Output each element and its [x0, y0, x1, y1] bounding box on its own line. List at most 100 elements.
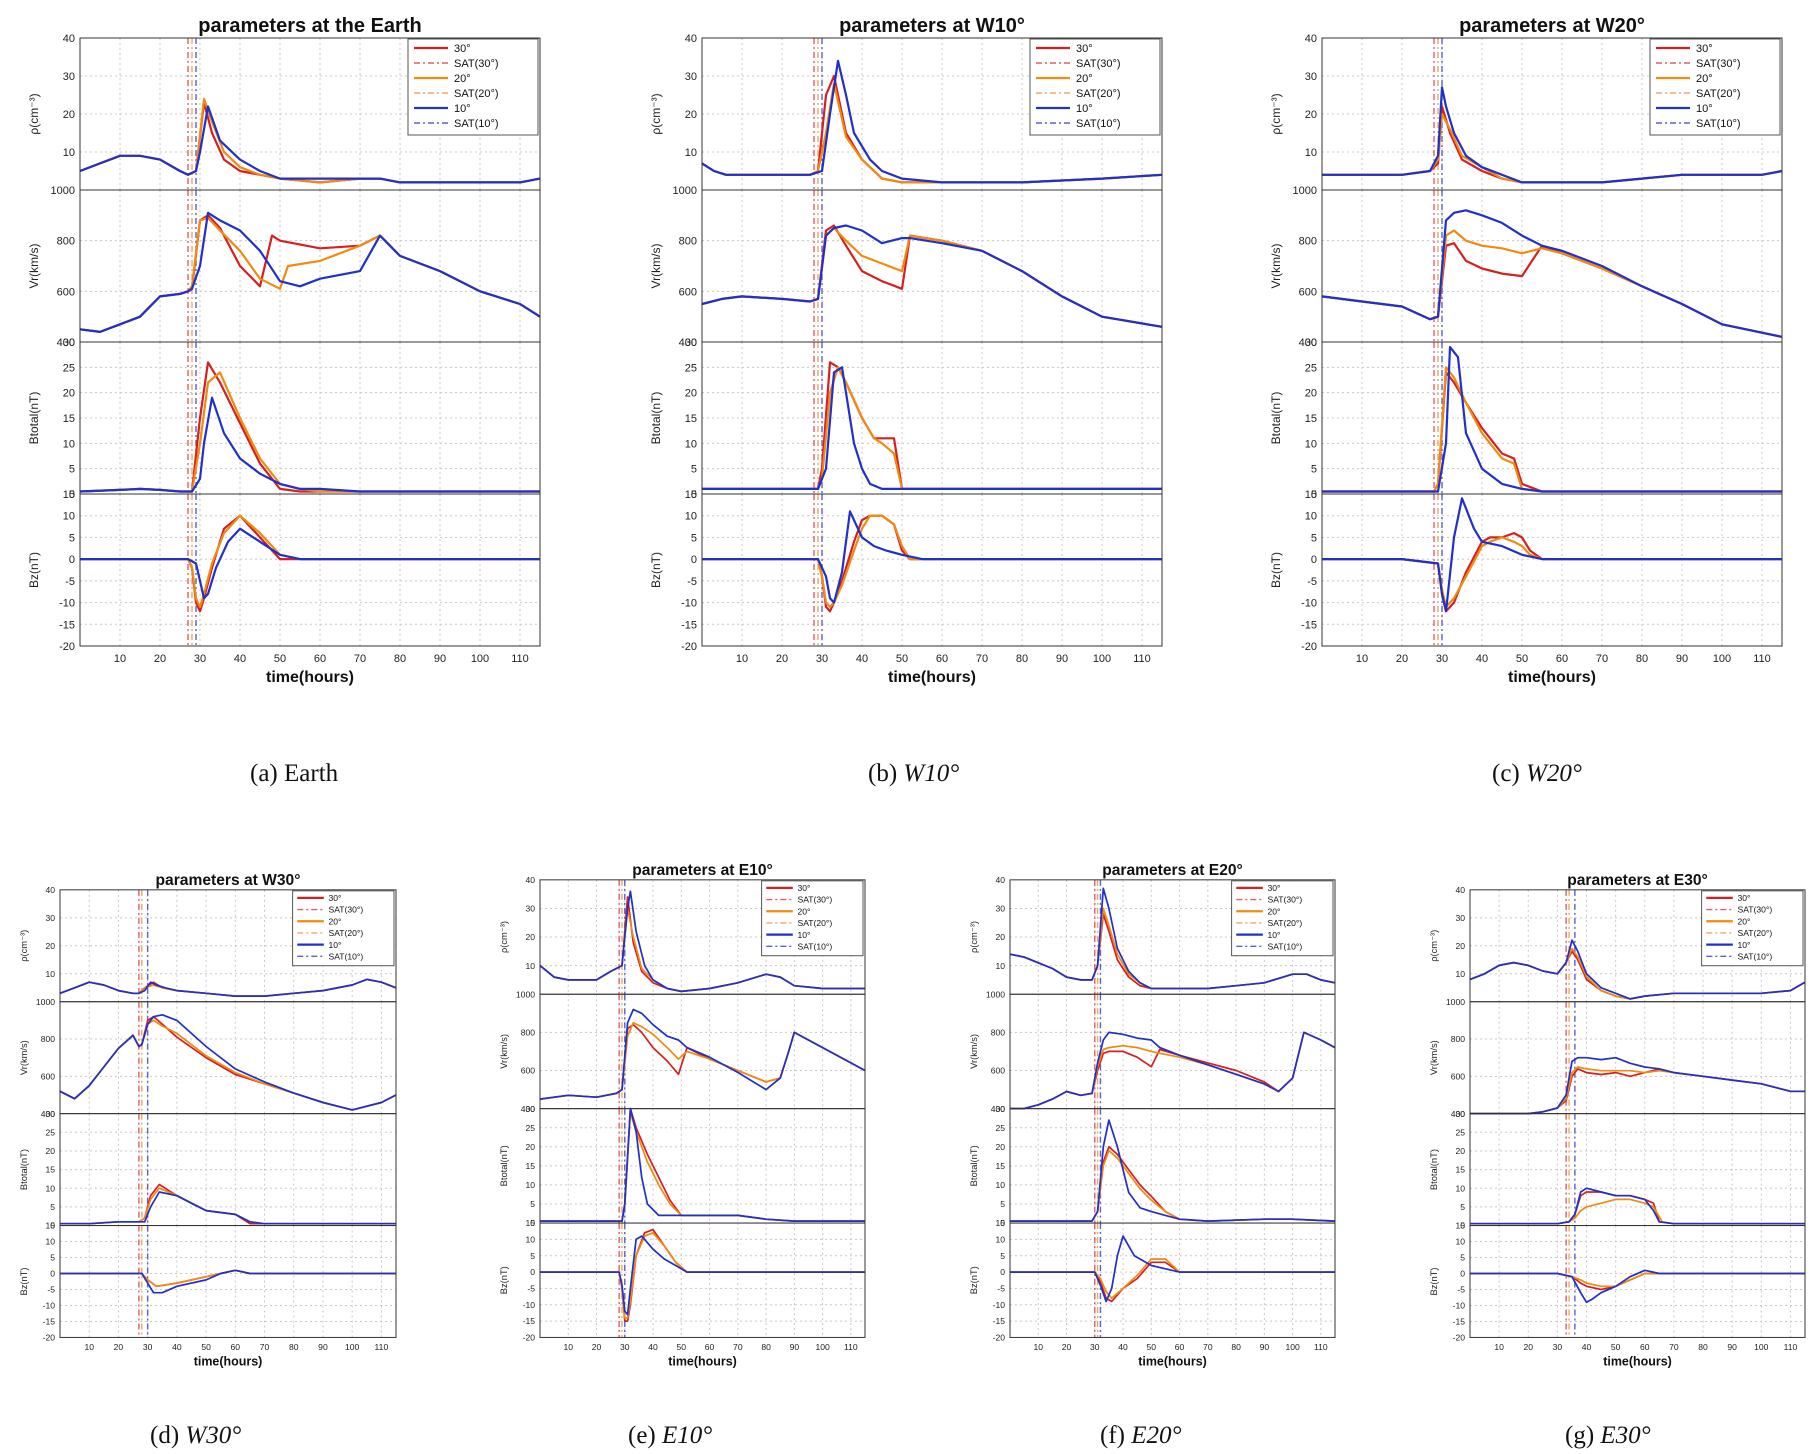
series-line-vr-30: [539, 1023, 866, 1100]
y-tick-label: 5: [1000, 1199, 1005, 1209]
subplot-btotal: 30 25 20 15 10 5 0 Btotal(nT): [499, 1104, 866, 1228]
subplot-rho: 40302010ρ(cm⁻³)30°SAT(30°)20°SAT(20°)10°…: [19, 885, 397, 1003]
y-tick-label: 5: [69, 532, 75, 544]
y-tick-label: 5: [1311, 464, 1317, 476]
x-tick-label: 60: [1640, 1342, 1650, 1352]
legend-label: SAT(20°): [1737, 928, 1772, 938]
x-tick-label: 20: [592, 1342, 602, 1352]
subplot-frame: [701, 493, 1163, 647]
x-axis-label: time(hours): [1138, 1355, 1207, 1369]
y-axis-label: Btotal(nT): [1429, 1149, 1439, 1190]
y-tick-label: -15: [1301, 619, 1317, 631]
x-axis-label: time(hours): [266, 669, 354, 686]
subfigure-caption: (e) E10°: [628, 1422, 712, 1450]
y-tick-label: -15: [1453, 1317, 1466, 1327]
y-axis-label: Bz(nT): [19, 1267, 29, 1295]
chart-title: parameters at the Earth: [198, 15, 421, 37]
y-tick-label: -20: [59, 641, 75, 653]
x-tick-label: 80: [1016, 653, 1028, 665]
x-tick-label: 20: [1062, 1342, 1072, 1352]
y-tick-label: 1000: [516, 989, 535, 999]
subplot-rho: 40302010ρ(cm⁻³)30°SAT(30°)20°SAT(20°)10°…: [649, 33, 1163, 191]
x-tick-label: 90: [318, 1342, 328, 1352]
y-tick-label: 30: [1305, 337, 1317, 349]
y-axis-label: Vr(km/s): [969, 1034, 979, 1069]
y-tick-label: 800: [679, 236, 697, 248]
x-tick-label: 110: [1753, 653, 1771, 665]
x-axis-label: time(hours): [888, 669, 976, 686]
x-tick-label: 60: [936, 653, 948, 665]
subplot-rho: 40302010ρ(cm⁻³)30°SAT(30°)20°SAT(20°)10°…: [969, 875, 1336, 995]
y-tick-label: 5: [1000, 1251, 1005, 1261]
subplot-vr: 1000 800 600 400 Vr(km/s): [499, 989, 866, 1114]
y-axis-label: Bz(nT): [969, 1266, 979, 1294]
x-tick-label: 110: [1784, 1342, 1798, 1352]
y-tick-label: 20: [1305, 388, 1317, 400]
y-axis-label: Btotal(nT): [19, 1149, 29, 1190]
y-tick-label: 0: [1460, 1269, 1465, 1279]
y-tick-label: 600: [1451, 1071, 1466, 1081]
x-tick-label: 70: [1203, 1342, 1213, 1352]
subfigure-caption: (f) E20°: [1100, 1422, 1182, 1450]
y-tick-label: 10: [1455, 969, 1465, 979]
y-tick-label: 5: [50, 1202, 55, 1212]
series-line-btotal-10: [702, 366, 1162, 490]
y-tick-label: 40: [45, 885, 55, 895]
series-line-btotal-20: [540, 1111, 865, 1222]
x-tick-label: 90: [790, 1342, 800, 1352]
series-line-vr-10: [79, 211, 541, 333]
legend-label: 20°: [1267, 906, 1280, 916]
x-axis-label: time(hours): [1508, 669, 1596, 686]
y-tick-label: 0: [691, 489, 697, 501]
series-line-rho-10: [701, 59, 1163, 184]
subplot-rho: 40302010ρ(cm⁻³)30°SAT(30°)20°SAT(20°)10°…: [1269, 33, 1783, 191]
x-tick-label: 30: [1090, 1342, 1100, 1352]
legend: 30° SAT(30°)20° SAT(20°) 10°SAT(10°): [292, 890, 395, 967]
series-line-vr-10: [1470, 1056, 1805, 1115]
legend-label: SAT(30°): [328, 905, 363, 915]
subplot-frame: [59, 1225, 397, 1338]
y-tick-label: 30: [525, 1104, 535, 1114]
x-tick-label: 30: [620, 1342, 630, 1352]
x-tick-label: 110: [1133, 653, 1151, 665]
x-tick-label: 70: [260, 1342, 270, 1352]
x-tick-label: 80: [1698, 1342, 1708, 1352]
y-tick-label: 25: [1305, 362, 1317, 374]
chart-title: parameters at W30°: [156, 872, 301, 889]
subplot-bz: 15 10 5 0 -5 -10 -15 -20 Bz(nT): [19, 1221, 397, 1343]
y-tick-label: 20: [1455, 941, 1465, 951]
y-tick-label: 0: [69, 489, 75, 501]
legend-label: SAT(30°): [797, 895, 832, 905]
y-tick-label: 25: [45, 1127, 55, 1137]
legend-box: [1231, 880, 1334, 957]
x-tick-label: 50: [1147, 1342, 1157, 1352]
caption-prefix: (d): [150, 1422, 186, 1449]
y-tick-label: 15: [685, 413, 697, 425]
y-tick-label: 0: [1000, 1267, 1005, 1277]
legend-label: SAT(20°): [1267, 918, 1302, 928]
subplot-rho: 40302010ρ(cm⁻³)30°SAT(30°)20°SAT(20°)10°…: [499, 875, 866, 995]
legend-label: 30°: [1267, 883, 1280, 893]
x-tick-label: 50: [896, 653, 908, 665]
y-tick-label: 5: [69, 464, 75, 476]
legend-box: [1649, 38, 1781, 136]
y-axis-label: Bz(nT): [1429, 1267, 1439, 1295]
y-tick-label: 10: [525, 1235, 535, 1245]
y-tick-label: -5: [997, 1284, 1005, 1294]
legend-box: [1701, 890, 1804, 967]
y-tick-label: 800: [41, 1034, 56, 1044]
subplot-frame: [1009, 1222, 1336, 1338]
y-tick-label: 25: [1455, 1127, 1465, 1137]
y-tick-label: 1000: [1446, 997, 1465, 1007]
y-tick-label: 10: [995, 1235, 1005, 1245]
y-tick-label: 15: [1305, 413, 1317, 425]
subplot-rho: 40302010ρ(cm⁻³)30°SAT(30°)20°SAT(20°)10°…: [27, 33, 541, 191]
x-tick-label: 50: [677, 1342, 687, 1352]
y-tick-label: 600: [57, 286, 75, 298]
subplot-vr: 1000 800 600 400 Vr(km/s): [27, 185, 541, 349]
series-line-vr-30: [1321, 242, 1783, 338]
series-line-bz-10: [80, 527, 540, 600]
y-tick-label: 400: [521, 1104, 536, 1114]
y-tick-label: 400: [41, 1109, 56, 1119]
caption-label: E10°: [662, 1422, 713, 1449]
